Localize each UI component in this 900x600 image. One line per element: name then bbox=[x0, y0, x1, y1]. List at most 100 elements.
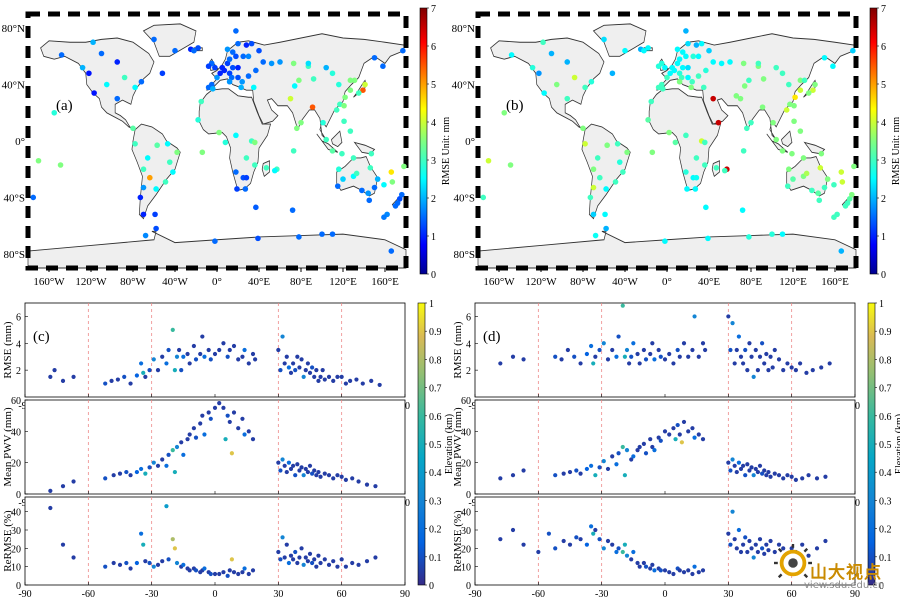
scatter-point bbox=[641, 347, 646, 353]
map-station-point bbox=[769, 231, 775, 237]
scatter-point bbox=[293, 549, 298, 555]
scatter-point bbox=[326, 374, 332, 379]
scatter-point bbox=[730, 457, 735, 462]
scatter-point bbox=[620, 549, 625, 555]
map-xtick-label: 120°W bbox=[525, 276, 557, 288]
scatter-point bbox=[348, 378, 353, 383]
scatter-point bbox=[212, 405, 218, 410]
ytick-label: 6 bbox=[466, 312, 471, 323]
scatter-point bbox=[124, 560, 129, 566]
scatter-point bbox=[635, 448, 640, 453]
colorbar-tick-label: 0.7 bbox=[429, 384, 442, 395]
scatter-point bbox=[703, 347, 708, 353]
scatter-point bbox=[753, 542, 758, 547]
scatter-point bbox=[553, 354, 558, 359]
map-xtick-label: 120°E bbox=[329, 276, 357, 288]
colorbar-label: Elevation (km) bbox=[894, 414, 900, 474]
scatter-point bbox=[662, 429, 668, 434]
scatter-point bbox=[728, 468, 733, 473]
scatter-point bbox=[597, 465, 602, 470]
map-station-point bbox=[289, 207, 296, 213]
map-station-point bbox=[298, 119, 304, 126]
map-station-point bbox=[151, 36, 157, 43]
map-station-point bbox=[79, 64, 86, 71]
scatter-point bbox=[631, 549, 636, 555]
map-station-point bbox=[685, 64, 691, 71]
scatter-point bbox=[751, 473, 756, 478]
map-station-point bbox=[217, 70, 223, 77]
map-station-point bbox=[368, 150, 375, 157]
scatter-point bbox=[584, 351, 589, 357]
map-station-point bbox=[233, 28, 239, 34]
scatter-point bbox=[677, 354, 682, 359]
map-station-point bbox=[571, 74, 578, 81]
map-station-point bbox=[816, 197, 823, 204]
xtick-label: 0 bbox=[663, 589, 668, 600]
scatter-point bbox=[781, 368, 786, 373]
scatter-point bbox=[350, 476, 355, 481]
scatter-point bbox=[601, 341, 606, 346]
scatter-point bbox=[760, 546, 765, 551]
colorbar-tick-label: 5 bbox=[431, 80, 436, 91]
scatter-point bbox=[310, 471, 315, 476]
scatter-point bbox=[299, 465, 304, 470]
scatter-point bbox=[597, 347, 602, 353]
scatter-point bbox=[225, 573, 230, 578]
scatter-point bbox=[280, 535, 285, 540]
scatter-point bbox=[221, 405, 226, 410]
scatter-point bbox=[553, 473, 558, 478]
map-station-point bbox=[645, 117, 651, 123]
scatter-point bbox=[48, 488, 53, 493]
map-station-point bbox=[741, 83, 748, 89]
map-station-point bbox=[253, 67, 259, 74]
map-station-point bbox=[235, 64, 241, 71]
scatter-point bbox=[510, 527, 516, 533]
scatter-point bbox=[652, 568, 657, 573]
map-station-point bbox=[614, 141, 621, 147]
map-station-point bbox=[154, 142, 160, 149]
scatter-point bbox=[134, 373, 139, 378]
scatter-point bbox=[155, 463, 161, 468]
map-station-point bbox=[838, 248, 845, 254]
scatter-point bbox=[191, 426, 196, 431]
scatter-point bbox=[650, 562, 655, 567]
scatter-point bbox=[231, 570, 237, 575]
scatter-point bbox=[305, 559, 310, 564]
map-station-point bbox=[603, 186, 609, 192]
scatter-point bbox=[128, 473, 133, 478]
map-station-point bbox=[740, 148, 747, 154]
scatter-point bbox=[572, 354, 577, 359]
scatter-point bbox=[343, 564, 348, 569]
map-station-point bbox=[153, 225, 159, 232]
scatter-point bbox=[671, 361, 676, 366]
colorbar-tick-label: 6 bbox=[881, 42, 886, 53]
scatter-point bbox=[128, 381, 133, 386]
scatter-point bbox=[322, 471, 327, 476]
map-station-point bbox=[210, 85, 216, 92]
map-station-point bbox=[688, 84, 694, 91]
map-station-point bbox=[612, 179, 619, 185]
scatter-point bbox=[316, 378, 321, 383]
scatter-point bbox=[772, 471, 777, 476]
scatter-point bbox=[620, 303, 625, 308]
map-station-point bbox=[590, 211, 597, 218]
map-xtick-label: 40°W bbox=[162, 276, 188, 288]
scatter-point bbox=[179, 440, 184, 445]
scatter-point bbox=[303, 555, 308, 560]
map-station-point bbox=[132, 84, 138, 91]
colorbar-tick-label: 0.8 bbox=[429, 355, 442, 366]
scatter-point bbox=[673, 437, 678, 442]
colorbar-tick-label: 0.3 bbox=[429, 496, 442, 507]
map-station-point bbox=[645, 45, 651, 51]
scatter-point bbox=[117, 471, 123, 476]
scatter-point bbox=[242, 566, 247, 571]
ytick-label: 2 bbox=[466, 366, 471, 377]
scatter-point bbox=[736, 527, 741, 533]
map-station-point bbox=[86, 70, 92, 77]
scatter-point bbox=[360, 381, 365, 386]
scatter-point bbox=[295, 560, 300, 566]
map-station-point bbox=[336, 81, 342, 88]
scatter-point bbox=[303, 466, 308, 472]
